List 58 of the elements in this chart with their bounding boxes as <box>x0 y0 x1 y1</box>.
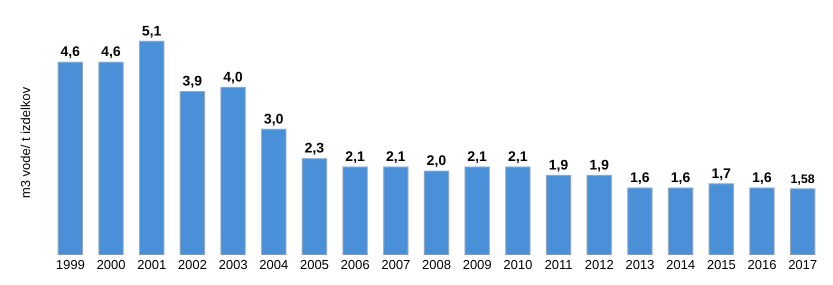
x-tick-label: 2017 <box>788 257 818 272</box>
data-label: 3,0 <box>264 110 284 126</box>
bar <box>180 91 206 255</box>
x-tick-label: 2012 <box>584 257 614 272</box>
data-label: 1,9 <box>548 156 568 172</box>
bar <box>342 166 368 255</box>
x-tick-label: 2010 <box>503 257 532 272</box>
bar <box>708 183 734 255</box>
bar <box>668 187 694 255</box>
x-tick-label: 2004 <box>259 257 288 272</box>
x-tick-label: 2016 <box>748 257 776 272</box>
x-tick-label: 2007 <box>381 257 410 272</box>
bar <box>98 62 124 255</box>
x-tick-label: 2009 <box>462 257 492 272</box>
x-tick-label: 2008 <box>422 257 451 272</box>
x-tick-label: 1999 <box>56 257 85 272</box>
data-label: 5,1 <box>142 22 162 38</box>
data-label: 4,6 <box>101 43 121 60</box>
x-tick-label: 2005 <box>300 257 329 272</box>
data-label: 2,1 <box>345 148 365 164</box>
bar <box>302 158 328 255</box>
x-tick-label: 2015 <box>706 257 736 272</box>
bar <box>505 166 531 255</box>
bar <box>546 174 572 255</box>
data-label: 2,1 <box>467 148 488 164</box>
data-label: 2,3 <box>304 140 324 156</box>
bar <box>424 170 450 255</box>
x-tick-label: 2002 <box>178 257 207 272</box>
bar <box>383 166 409 255</box>
x-tick-label: 2000 <box>96 257 126 272</box>
data-label: 1,6 <box>752 168 772 185</box>
data-label: 1,6 <box>670 168 690 185</box>
bar <box>58 62 84 255</box>
x-tick-label: 2003 <box>218 257 248 272</box>
y-axis-title: m3 vode/ t izdelkov <box>18 86 33 198</box>
bar <box>220 86 246 255</box>
data-label: 2,1 <box>508 148 528 164</box>
data-label: 2,1 <box>386 148 406 164</box>
data-label: 1,6 <box>630 168 650 185</box>
bar <box>790 188 816 255</box>
x-tick-label: 2014 <box>666 257 696 272</box>
data-label: 3,9 <box>182 72 202 89</box>
x-tick-label: 2001 <box>137 257 166 272</box>
bar <box>749 187 775 255</box>
x-tick-label: 2013 <box>625 257 654 272</box>
x-tick-label: 2011 <box>544 257 573 272</box>
bar <box>139 40 164 255</box>
data-label: 4,0 <box>223 68 243 84</box>
data-label: 1,9 <box>589 156 610 172</box>
bar <box>261 128 286 255</box>
data-label: 2,0 <box>426 152 446 168</box>
bar <box>464 166 490 255</box>
data-label: 1,58 <box>790 172 815 186</box>
bar <box>586 174 612 255</box>
x-tick-label: 2006 <box>340 257 370 272</box>
data-label: 4,6 <box>60 43 80 60</box>
bar <box>627 187 653 255</box>
data-label: 1,7 <box>711 164 732 181</box>
